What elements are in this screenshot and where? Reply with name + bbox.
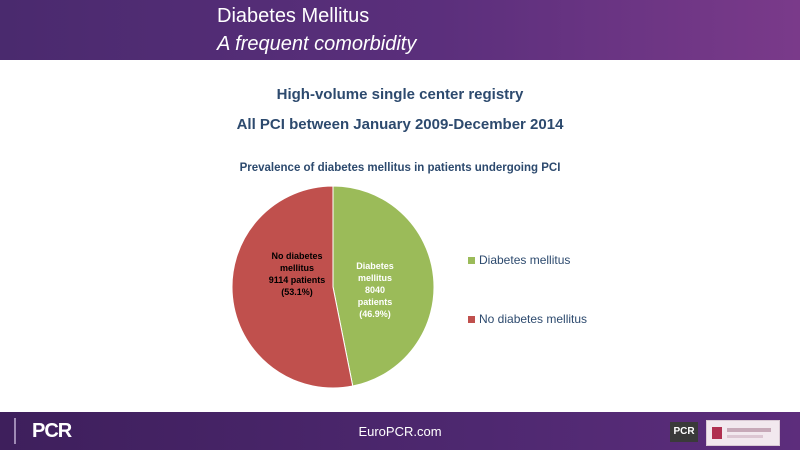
- legend-label: No diabetes mellitus: [479, 312, 588, 326]
- footer-site-link[interactable]: EuroPCR.com: [358, 424, 442, 439]
- pie-data-label-1: Diabetes mellitus 8040 patients (46.9%): [356, 261, 394, 319]
- partner-logo-line-2: [727, 435, 763, 438]
- pcr-logo: PCR: [14, 418, 76, 444]
- logo-mark: [14, 418, 30, 444]
- legend-label: Diabetes mellitus: [479, 253, 571, 267]
- legend-swatch: [468, 315, 475, 323]
- partner-logo: [706, 420, 780, 446]
- chart-title: Prevalence of diabetes mellitus in patie…: [239, 162, 561, 174]
- legend-item-2: No diabetes mellitus: [468, 312, 587, 326]
- pie-data-label-2: No diabetes mellitus 9114 patients (53.1%): [269, 251, 326, 297]
- header-banner: Diabetes Mellitus A frequent comorbidity: [0, 0, 800, 60]
- period-heading: All PCI between January 2009-December 20…: [236, 116, 564, 133]
- footer-bar: PCR EuroPCR.com PCR: [0, 412, 800, 450]
- pie-slice-2: [231, 185, 354, 389]
- pcr-logo-small: PCR: [670, 422, 698, 442]
- registry-heading: High-volume single center registry: [276, 86, 524, 103]
- legend-item-1: Diabetes mellitus: [468, 253, 570, 267]
- pie-slice-1: [332, 185, 435, 387]
- slide-subtitle: A frequent comorbidity: [217, 33, 417, 55]
- partner-logo-mark: [712, 427, 722, 439]
- logo-text: PCR: [32, 420, 72, 442]
- slide-title: Diabetes Mellitus: [217, 5, 370, 27]
- legend-swatch: [468, 256, 475, 264]
- partner-logo-line: [727, 428, 771, 432]
